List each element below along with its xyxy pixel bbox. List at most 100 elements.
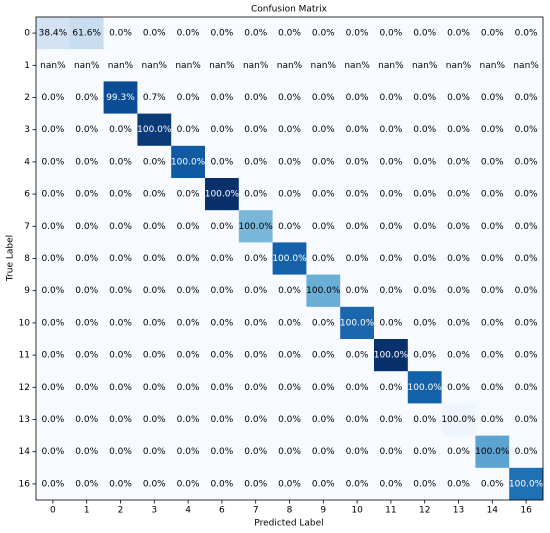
- cell: [340, 339, 375, 372]
- cell: [171, 403, 206, 436]
- cell: [272, 49, 307, 82]
- cell-label: 100.0%: [205, 190, 240, 200]
- cell-label: 0.0%: [515, 286, 538, 296]
- cell-label: 0.0%: [75, 93, 98, 103]
- cell-label: 0.0%: [177, 93, 200, 103]
- cell: [205, 113, 240, 147]
- cell: [103, 242, 138, 275]
- cell: [238, 145, 273, 179]
- cell-label: 0.0%: [143, 415, 166, 425]
- cell: [475, 339, 510, 372]
- cell-label: nan%: [311, 61, 337, 71]
- cell-label: 0.0%: [41, 157, 64, 167]
- cell: [441, 210, 476, 243]
- cell: [374, 435, 409, 469]
- cell-label: nan%: [108, 61, 134, 71]
- y-tick-label: 2: [24, 93, 30, 103]
- cell: [509, 467, 544, 501]
- cell-label: 0.0%: [75, 318, 98, 328]
- cell: [36, 242, 71, 275]
- cell-label: nan%: [74, 61, 100, 71]
- cell-label: 0.0%: [413, 222, 436, 232]
- cell-label: 0.0%: [447, 190, 470, 200]
- cell: [509, 306, 544, 340]
- cell: [407, 113, 442, 147]
- cell: [306, 371, 341, 404]
- cell-label: 0.0%: [346, 93, 369, 103]
- cell: [69, 113, 104, 147]
- cell-label: 0.0%: [278, 447, 301, 457]
- cell-label: 0.0%: [447, 222, 470, 232]
- cell: [205, 210, 240, 243]
- cell-label: 0.0%: [379, 318, 402, 328]
- cell-label: 0.0%: [143, 318, 166, 328]
- cell-label: 0.0%: [143, 383, 166, 393]
- x-tick-label: 10: [351, 506, 363, 516]
- cell-label: 0.0%: [210, 254, 233, 264]
- cell: [374, 81, 409, 114]
- cell: [103, 371, 138, 404]
- x-tick-label: 11: [385, 506, 396, 516]
- cell: [374, 113, 409, 147]
- cell: [238, 113, 273, 147]
- cell-label: 0.0%: [244, 351, 267, 361]
- cell: [407, 371, 442, 404]
- cell-label: 0.0%: [244, 318, 267, 328]
- y-tick-label: 4: [24, 157, 30, 167]
- cell: [306, 17, 341, 50]
- cell-label: 0.0%: [210, 157, 233, 167]
- cell: [441, 403, 476, 436]
- cell-label: 0.0%: [413, 190, 436, 200]
- cell: [137, 339, 172, 372]
- cell-label: 0.0%: [346, 157, 369, 167]
- cell-label: 0.0%: [143, 351, 166, 361]
- cell: [374, 145, 409, 179]
- cell-label: 0.0%: [481, 222, 504, 232]
- cell: [374, 17, 409, 50]
- cell: [205, 306, 240, 340]
- cell-label: nan%: [40, 61, 66, 71]
- cell-label: 0.0%: [177, 351, 200, 361]
- y-tick-label: 3: [24, 125, 30, 135]
- cell: [69, 371, 104, 404]
- cell-label: 0.0%: [244, 447, 267, 457]
- cell: [509, 145, 544, 179]
- cell-label: 0.0%: [210, 383, 233, 393]
- cell: [475, 242, 510, 275]
- cell: [441, 371, 476, 404]
- cell-label: 0.0%: [244, 125, 267, 135]
- cell-label: 0.0%: [41, 222, 64, 232]
- cell-label: 0.0%: [244, 415, 267, 425]
- cell-label: 0.0%: [177, 29, 200, 39]
- cell: [475, 403, 510, 436]
- cell: [374, 371, 409, 404]
- cell-label: 0.0%: [177, 447, 200, 457]
- cell: [475, 371, 510, 404]
- cell: [205, 49, 240, 82]
- cell: [475, 178, 510, 211]
- cell: [171, 371, 206, 404]
- cell-label: 0.0%: [481, 351, 504, 361]
- cell-label: 0.0%: [143, 29, 166, 39]
- cell: [69, 339, 104, 372]
- cell-label: 0.0%: [447, 447, 470, 457]
- cell: [306, 145, 341, 179]
- cell: [137, 178, 172, 211]
- cell: [272, 306, 307, 340]
- cell-label: 0.0%: [379, 383, 402, 393]
- cell: [103, 17, 138, 50]
- cell: [272, 467, 307, 501]
- cell-label: 99.3%: [106, 93, 135, 103]
- cell-label: 0.0%: [278, 383, 301, 393]
- cell-label: 0.0%: [379, 125, 402, 135]
- cell: [171, 49, 206, 82]
- cell: [306, 49, 341, 82]
- cell-label: 0.0%: [379, 222, 402, 232]
- y-tick-label: 12: [19, 383, 30, 393]
- cell-label: 100.0%: [475, 447, 510, 457]
- cell-label: 0.0%: [481, 254, 504, 264]
- cell-label: 100.0%: [509, 479, 544, 489]
- cell-label: 0.0%: [177, 383, 200, 393]
- cell: [272, 145, 307, 179]
- cell: [475, 145, 510, 179]
